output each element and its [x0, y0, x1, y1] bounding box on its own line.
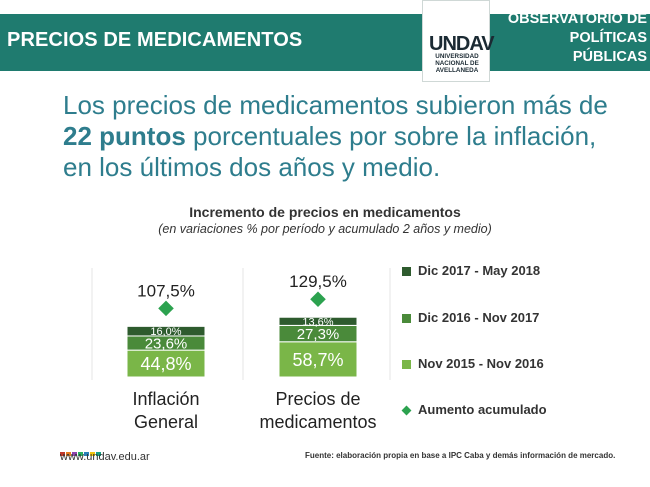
accumulated-marker	[158, 300, 174, 317]
legend-label: Dic 2016 - Nov 2017	[418, 310, 540, 325]
bar-data-label: 44,8%	[140, 354, 191, 374]
category-label: Precios de	[275, 389, 360, 409]
logo-mark: UNDAV	[429, 33, 495, 55]
headline: Los precios de medicamentos subieron más…	[63, 90, 623, 183]
headline-part-2: porcentuales por sobre la inflación, en …	[63, 121, 597, 182]
footer-dot	[78, 452, 83, 456]
category-label: medicamentos	[259, 412, 376, 432]
footer-url[interactable]: www.undav.edu.ar	[60, 451, 150, 463]
legend-label: Nov 2015 - Nov 2016	[418, 356, 544, 371]
legend-label: Aumento acumulado	[418, 402, 547, 417]
bar-data-label: 23,6%	[145, 335, 188, 352]
legend-swatch	[402, 267, 411, 276]
bar-data-label: 27,3%	[297, 326, 340, 343]
footer-dot	[66, 452, 71, 456]
bar-data-label: 13,6%	[302, 316, 333, 328]
accumulated-marker	[310, 291, 326, 308]
footer-color-dots	[60, 443, 102, 456]
bar-data-label: 58,7%	[292, 350, 343, 370]
header-band: PRECIOS DE MEDICAMENTOS	[0, 14, 650, 71]
headline-bold: 22 puntos	[63, 121, 186, 151]
legend-swatch	[402, 360, 411, 369]
category-label: General	[134, 412, 198, 432]
observatorio-title: OBSERVATORIO DE POLÍTICAS PÚBLICAS	[497, 10, 647, 67]
headline-part-1: Los precios de medicamentos subieron más…	[63, 90, 608, 120]
accumulated-label: 107,5%	[137, 281, 195, 300]
undav-logo: UNDAV UNIVERSIDAD NACIONAL DE AVELLANEDA	[422, 0, 495, 82]
page-title: PRECIOS DE MEDICAMENTOS	[7, 29, 303, 51]
observatorio-line-2: POLÍTICAS PÚBLICAS	[569, 30, 647, 65]
chart-subtitle: (en variaciones % por período y acumulad…	[158, 222, 492, 236]
bar-segment	[126, 325, 206, 337]
footer-source: Fuente: elaboración propia en base a IPC…	[305, 451, 616, 460]
logo-subtitle: UNIVERSIDAD NACIONAL DE AVELLANEDA	[435, 53, 479, 74]
legend-label: Dic 2017 - May 2018	[418, 263, 541, 278]
chart-title: Incremento de precios en medicamentos	[189, 204, 461, 220]
accumulated-label: 129,5%	[289, 272, 347, 291]
footer-dot	[84, 452, 89, 456]
category-label: Inflación	[132, 389, 199, 409]
bar-data-label: 16,0%	[150, 326, 181, 338]
legend-swatch	[402, 314, 411, 323]
observatorio-line-1: OBSERVATORIO DE	[507, 11, 647, 27]
footer-dot	[72, 452, 77, 456]
bar-segment	[278, 316, 358, 326]
footer-dot	[96, 452, 101, 456]
footer-dot	[90, 452, 95, 456]
footer-dot	[60, 452, 65, 456]
